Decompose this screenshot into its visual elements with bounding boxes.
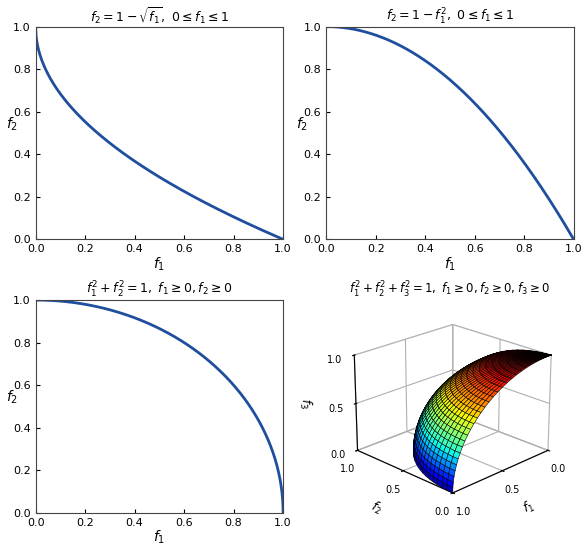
X-axis label: $f_1$: $f_1$: [153, 256, 165, 273]
Title: $f_1^2 + f_2^2 + f_3^2 = 1,\ f_1 \geq 0, f_2 \geq 0, f_3 \geq 0$: $f_1^2 + f_2^2 + f_3^2 = 1,\ f_1 \geq 0,…: [349, 280, 550, 300]
Y-axis label: $f_2$: $f_2$: [5, 115, 18, 133]
X-axis label: $f_1$: $f_1$: [153, 529, 165, 546]
Title: $f_2 = 1 - f_1^2,\ 0 \leq f_1 \leq 1$: $f_2 = 1 - f_1^2,\ 0 \leq f_1 \leq 1$: [386, 7, 514, 26]
Y-axis label: $f_2$: $f_2$: [368, 498, 385, 517]
Y-axis label: $f_2$: $f_2$: [5, 389, 18, 406]
Title: $f_1^2 + f_2^2 = 1,\ f_1 \geq 0, f_2 \geq 0$: $f_1^2 + f_2^2 = 1,\ f_1 \geq 0, f_2 \ge…: [86, 280, 233, 300]
X-axis label: $f_1$: $f_1$: [444, 256, 456, 273]
X-axis label: $f_1$: $f_1$: [521, 498, 537, 517]
Y-axis label: $f_2$: $f_2$: [296, 115, 308, 133]
Title: $f_2 = 1 - \sqrt{f_1},\ 0 \leq f_1 \leq 1$: $f_2 = 1 - \sqrt{f_1},\ 0 \leq f_1 \leq …: [90, 6, 229, 26]
